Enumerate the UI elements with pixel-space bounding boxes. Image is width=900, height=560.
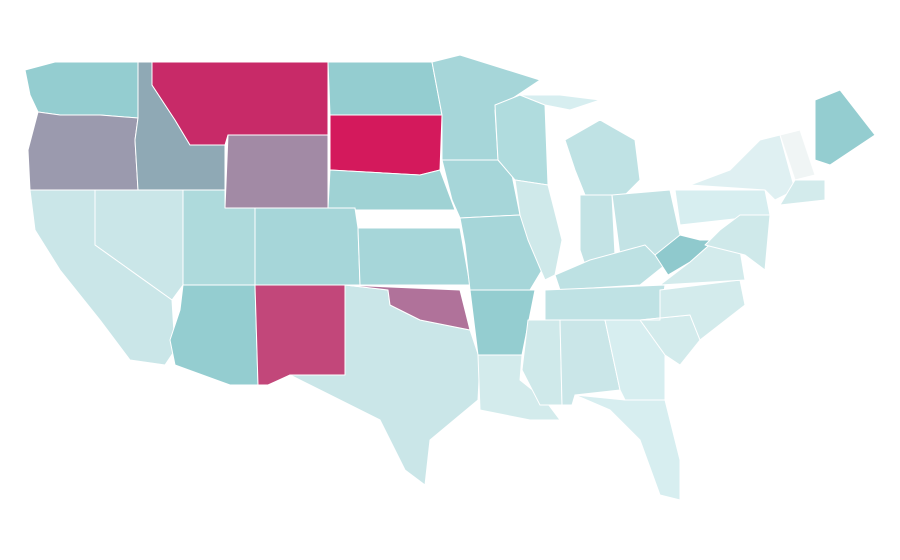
state-region bbox=[29, 189, 176, 366]
state-region bbox=[639, 279, 746, 341]
state-region bbox=[521, 319, 563, 406]
state-region bbox=[689, 134, 796, 201]
state-region bbox=[574, 394, 681, 501]
state-region bbox=[329, 114, 443, 176]
state-region bbox=[519, 94, 601, 111]
state-region bbox=[24, 61, 139, 119]
state-region bbox=[27, 111, 139, 191]
state-region bbox=[704, 214, 771, 271]
state-region bbox=[344, 284, 471, 331]
state-region bbox=[151, 61, 329, 146]
state-region bbox=[357, 227, 471, 286]
state-region bbox=[544, 284, 666, 321]
state-region bbox=[169, 284, 259, 386]
state-region bbox=[514, 179, 563, 281]
state-region bbox=[779, 179, 826, 206]
state-region bbox=[779, 129, 816, 181]
state-region bbox=[254, 284, 346, 386]
state-region bbox=[564, 119, 641, 196]
state-region bbox=[814, 89, 876, 166]
state-region bbox=[327, 169, 456, 211]
state-region bbox=[327, 61, 443, 116]
state-region bbox=[224, 134, 329, 209]
state-region bbox=[254, 207, 361, 286]
